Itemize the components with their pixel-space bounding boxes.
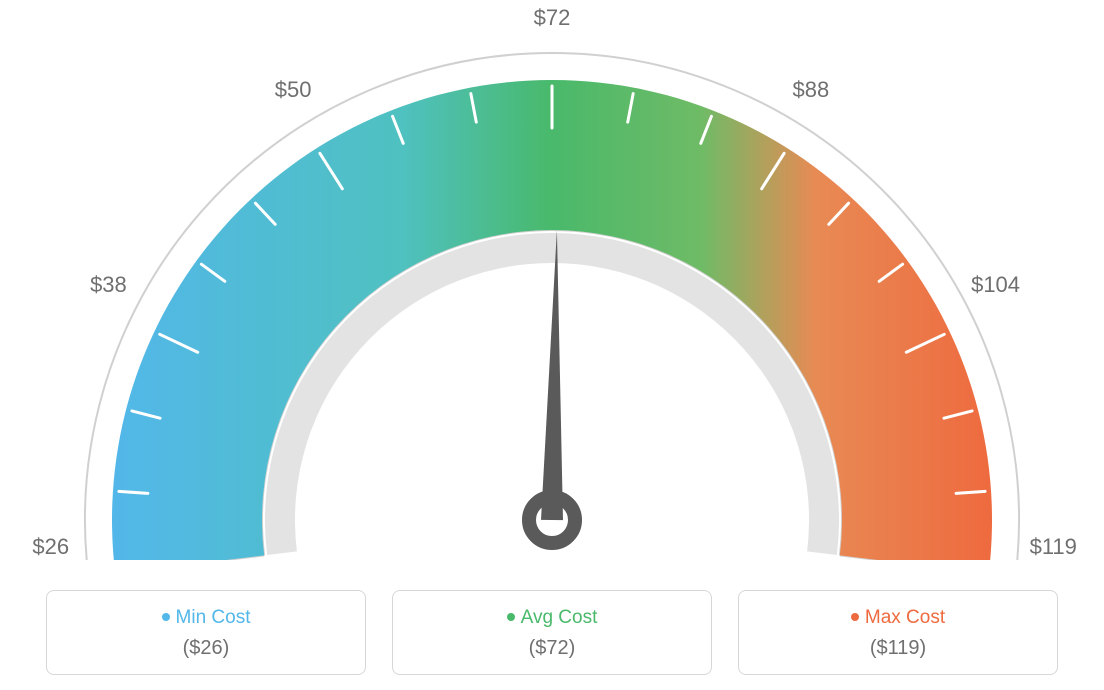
cost-gauge: $26 $38 $50 $72 $88 $104 $119: [0, 0, 1104, 560]
legend-value: ($72): [393, 637, 711, 660]
gauge-tick: [956, 491, 985, 493]
gauge-tick-label: $26: [32, 534, 69, 560]
legend-row: Min Cost ($26) Avg Cost ($72) Max Cost ($119): [0, 590, 1104, 675]
legend-label: Min Cost: [176, 607, 251, 628]
legend-dot-icon: [851, 613, 859, 621]
legend-card: Min Cost ($26): [46, 590, 366, 675]
gauge-svg: [0, 0, 1104, 560]
gauge-tick-label: $104: [971, 272, 1020, 298]
legend-dot-icon: [507, 613, 515, 621]
legend-dot-icon: [162, 613, 170, 621]
legend-card: Avg Cost ($72): [392, 590, 712, 675]
gauge-tick-label: $119: [1030, 534, 1077, 560]
gauge-tick-label: $38: [90, 272, 127, 298]
legend-label: Avg Cost: [521, 607, 598, 628]
gauge-tick-label: $72: [534, 5, 571, 31]
gauge-tick-label: $50: [275, 77, 312, 103]
legend-value: ($26): [47, 637, 365, 660]
gauge-tick-label: $88: [792, 77, 829, 103]
legend-value: ($119): [739, 637, 1057, 660]
legend-card: Max Cost ($119): [738, 590, 1058, 675]
legend-title: Avg Cost: [393, 607, 711, 629]
legend-label: Max Cost: [865, 607, 945, 628]
gauge-tick: [119, 491, 148, 493]
legend-title: Max Cost: [739, 607, 1057, 629]
gauge-needle: [541, 230, 563, 520]
legend-title: Min Cost: [47, 607, 365, 629]
